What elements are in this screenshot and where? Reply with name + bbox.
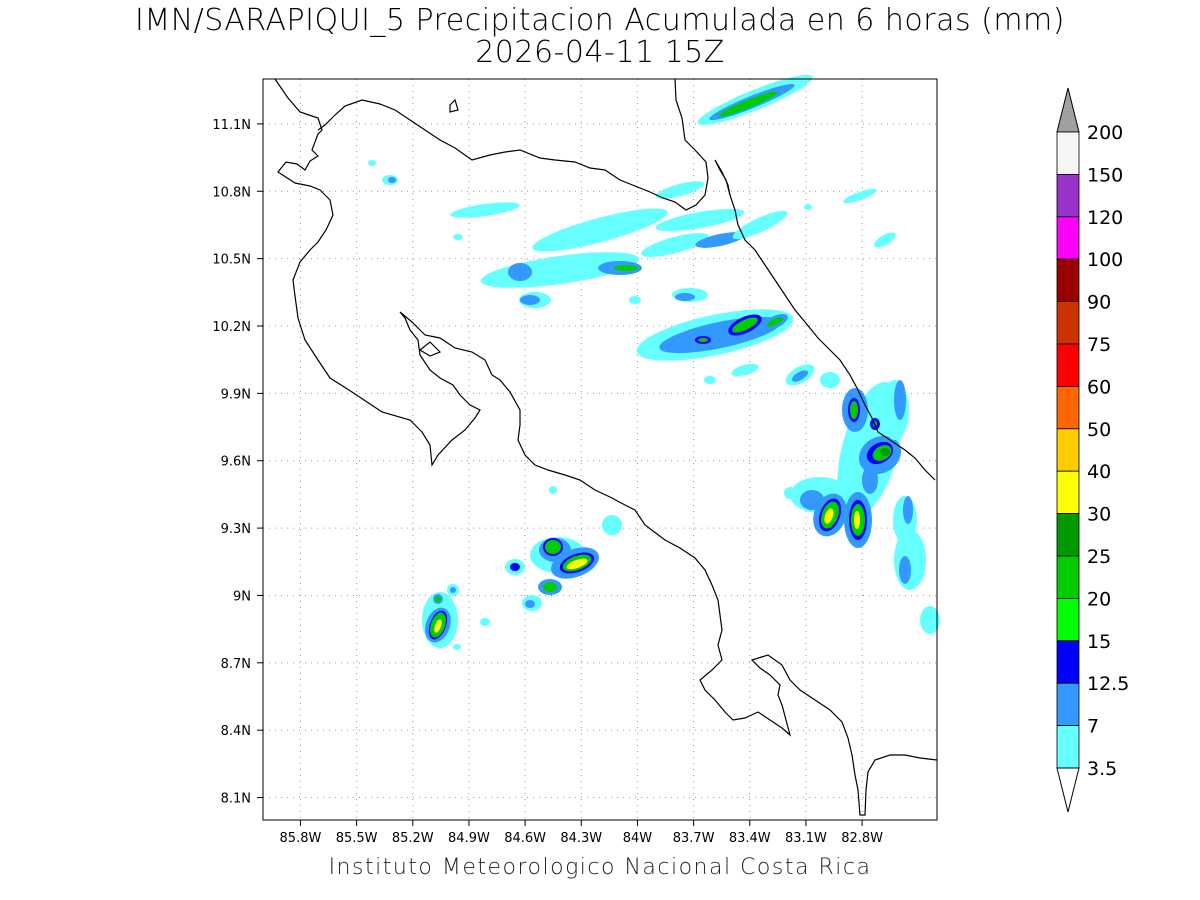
y-tick-label: 10.2N [212, 320, 251, 335]
colorbar-label: 30 [1087, 504, 1111, 526]
colorbar-swatch [1056, 470, 1080, 515]
colorbar-label: 50 [1087, 419, 1111, 441]
x-tick-label: 85.5W [336, 831, 378, 846]
colorbar-label: 120 [1087, 207, 1123, 229]
y-tick-label: 8.7N [221, 657, 251, 672]
y-tick-label: 10.5N [212, 253, 251, 268]
x-tick-label: 82.8W [841, 831, 883, 846]
x-tick-label: 85.8W [280, 831, 322, 846]
colorbar: 200 150 120 100 90 75 60 50 40 30 25 20 15 12.5 7 3.5 [1056, 87, 1129, 813]
x-tick-label: 84.9W [448, 831, 490, 846]
colorbar-swatch [1056, 555, 1080, 599]
colorbar-swatch [1056, 598, 1080, 642]
y-tick-label: 11.1N [212, 118, 251, 133]
x-tick-label: 84.3W [560, 831, 602, 846]
colorbar-label: 200 [1087, 122, 1123, 144]
map-plot-area [263, 79, 937, 820]
y-tick-label: 8.4N [221, 724, 251, 739]
colorbar-swatch [1056, 258, 1080, 303]
colorbar-label: 12.5 [1087, 673, 1129, 695]
footer-credit: Instituto Meteorologico Nacional Costa R… [328, 855, 872, 880]
axis-ticks: 85.8W 85.5W 85.2W 84.9W 84.6W 84.3W 84W 83.7W 83… [212, 118, 883, 846]
colorbar-over-arrow [1056, 87, 1080, 133]
y-tick-label: 9.6N [221, 455, 251, 470]
colorbar-label: 60 [1087, 376, 1111, 398]
colorbar-swatch [1056, 131, 1080, 175]
y-tick-label: 9N [233, 589, 251, 604]
colorbar-label: 40 [1087, 461, 1111, 483]
colorbar-swatch [1056, 216, 1080, 260]
y-tick-label: 9.9N [221, 387, 251, 402]
coastlines-and-borders [274, 78, 938, 816]
colorbar-swatch [1056, 725, 1080, 769]
title-line-2: 2026-04-11 15Z [475, 35, 725, 70]
colorbar-swatch [1056, 682, 1080, 727]
map-frame [262, 78, 938, 821]
x-tick-label: 84W [623, 831, 653, 846]
colorbar-label: 150 [1087, 164, 1123, 186]
colorbar-swatch [1056, 640, 1080, 684]
colorbar-label: 25 [1087, 546, 1111, 568]
title-line-1: IMN/SARAPIQUI_5 Precipitacion Acumulada … [135, 3, 1065, 38]
colorbar-label: 75 [1087, 334, 1111, 356]
colorbar-label: 7 [1087, 716, 1099, 738]
y-tick-label: 8.1N [221, 792, 251, 807]
x-tick-label: 83.4W [729, 831, 771, 846]
y-tick-label: 10.8N [212, 185, 251, 200]
colorbar-swatch [1056, 173, 1080, 218]
colorbar-label: 20 [1087, 588, 1111, 610]
x-tick-label: 83.7W [673, 831, 715, 846]
x-tick-label: 83.1W [785, 831, 827, 846]
colorbar-label: 15 [1087, 631, 1111, 653]
colorbar-label: 3.5 [1087, 758, 1117, 780]
y-tick-label: 9.3N [221, 522, 251, 537]
x-tick-label: 85.2W [392, 831, 434, 846]
colorbar-swatch [1056, 385, 1080, 430]
precipitation-field [368, 74, 940, 650]
x-tick-label: 84.6W [504, 831, 546, 846]
colorbar-under-arrow [1056, 767, 1080, 813]
colorbar-label: 90 [1087, 292, 1111, 314]
colorbar-swatch [1056, 428, 1080, 472]
colorbar-swatch [1056, 343, 1080, 387]
colorbar-swatch [1056, 301, 1080, 345]
colorbar-label: 100 [1087, 249, 1123, 271]
colorbar-swatch [1056, 513, 1080, 557]
